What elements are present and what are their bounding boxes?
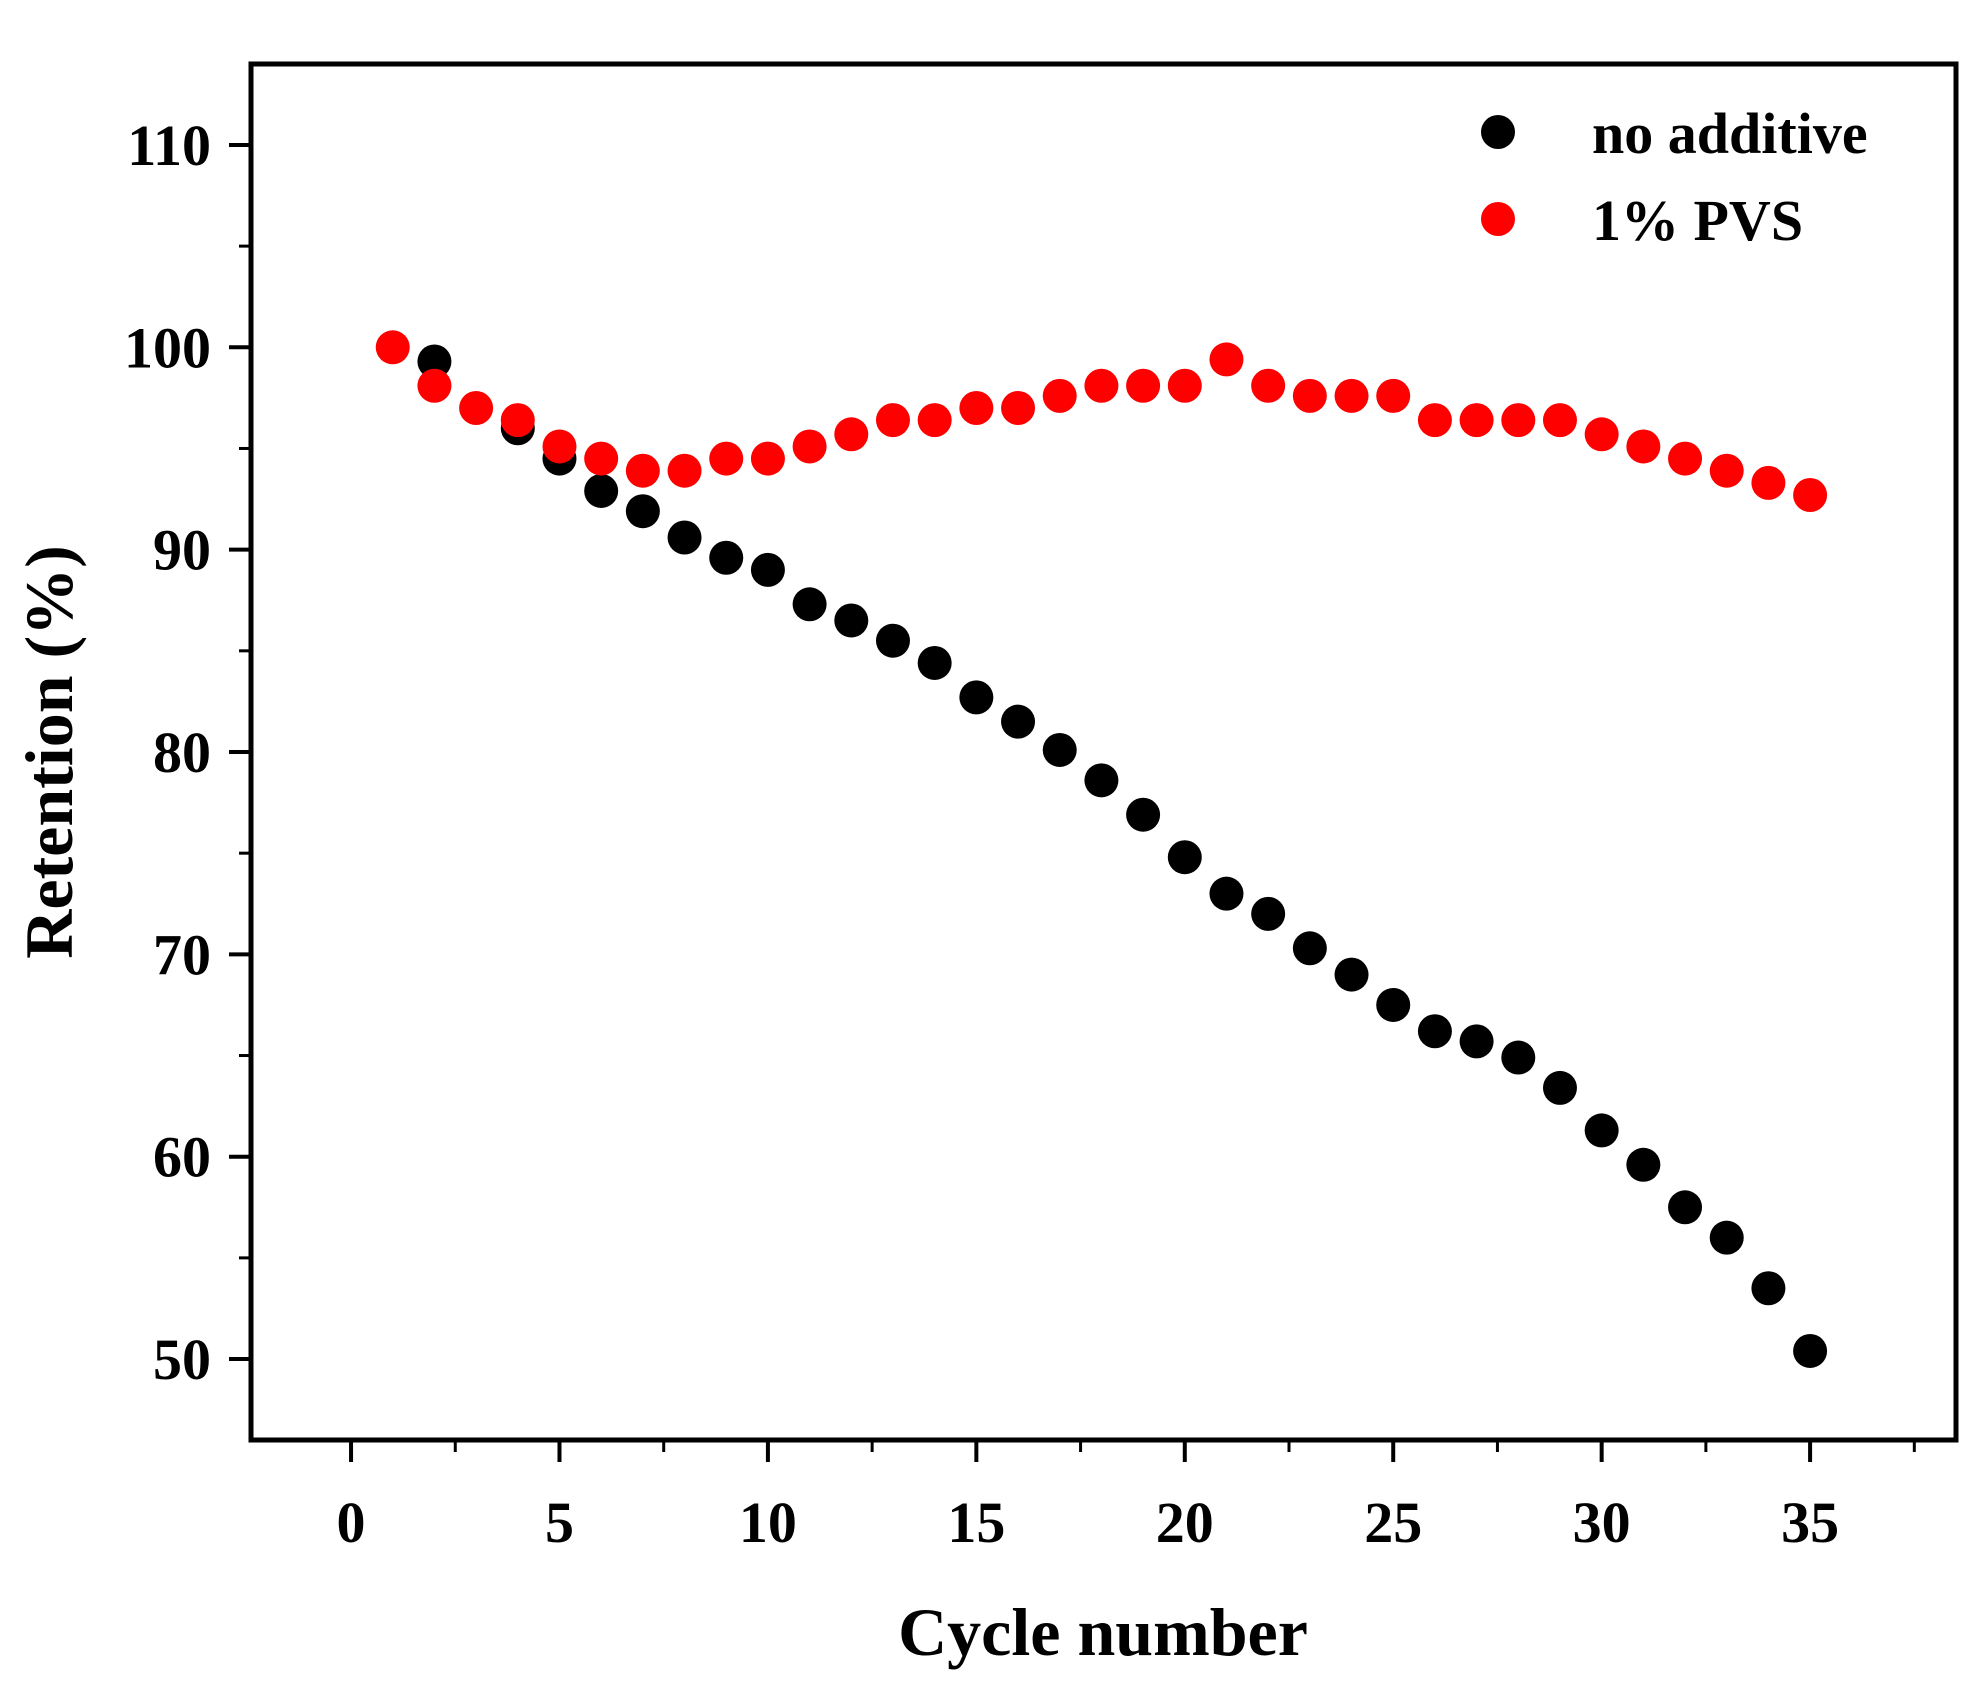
y-tick-label-70: 70	[153, 922, 211, 987]
point-1pct-pvs-28	[1501, 403, 1536, 438]
point-1pct-pvs-29	[1542, 403, 1577, 438]
point-1pct-pvs-30	[1584, 417, 1619, 452]
x-tick-label-0: 0	[337, 1490, 366, 1555]
x-tick-label-5: 5	[545, 1490, 574, 1555]
x-tick-label-15: 15	[947, 1490, 1005, 1555]
x-axis-label: Cycle number	[898, 1594, 1308, 1670]
point-1pct-pvs-32	[1668, 441, 1703, 476]
y-tick-label-50: 50	[153, 1327, 211, 1392]
point-1pct-pvs-14	[917, 403, 952, 438]
point-no-additive-7	[625, 494, 660, 529]
legend-marker-no-additive	[1481, 115, 1515, 149]
x-tick-label-10: 10	[739, 1490, 797, 1555]
point-no-additive-13	[875, 623, 910, 658]
point-1pct-pvs-19	[1126, 368, 1161, 403]
point-1pct-pvs-8	[667, 453, 702, 488]
legend-marker-1pct-pvs	[1481, 202, 1515, 236]
plot-frame	[248, 61, 1959, 1443]
point-1pct-pvs-13	[875, 403, 910, 438]
point-no-additive-20	[1167, 840, 1202, 875]
point-1pct-pvs-34	[1751, 465, 1786, 500]
y-tick-label-110: 110	[127, 113, 211, 178]
y-tick-label-100: 100	[124, 315, 211, 380]
point-1pct-pvs-23	[1292, 378, 1327, 413]
point-no-additive-35	[1793, 1333, 1828, 1368]
point-1pct-pvs-35	[1793, 478, 1828, 513]
point-1pct-pvs-1	[375, 330, 410, 365]
point-no-additive-17	[1042, 732, 1077, 767]
point-no-additive-33	[1709, 1220, 1744, 1255]
y-tick-label-90: 90	[153, 518, 211, 583]
point-1pct-pvs-10	[750, 441, 785, 476]
x-tick-label-25: 25	[1364, 1490, 1422, 1555]
point-no-additive-23	[1292, 931, 1327, 966]
point-1pct-pvs-4	[500, 403, 535, 438]
point-no-additive-28	[1501, 1040, 1536, 1075]
point-no-additive-2	[417, 344, 452, 379]
point-no-additive-27	[1459, 1024, 1494, 1059]
point-1pct-pvs-20	[1167, 368, 1202, 403]
series-1pct-pvs	[375, 330, 1828, 513]
y-tick-label-80: 80	[153, 720, 211, 785]
point-no-additive-18	[1084, 763, 1119, 798]
point-1pct-pvs-31	[1626, 429, 1661, 464]
point-1pct-pvs-21	[1209, 342, 1244, 377]
point-no-additive-24	[1334, 957, 1369, 992]
point-no-additive-19	[1126, 797, 1161, 832]
point-no-additive-12	[834, 603, 869, 638]
point-no-additive-16	[1001, 704, 1036, 739]
point-1pct-pvs-16	[1001, 391, 1036, 425]
y-tick-label-60: 60	[153, 1125, 211, 1190]
point-no-additive-11	[792, 587, 827, 622]
axis-tick-labels: 0 5 10 15 20 25 30 35 50 60 70 80 90 100 110	[124, 113, 1839, 1555]
point-no-additive-10	[750, 552, 785, 587]
point-no-additive-26	[1417, 1014, 1452, 1049]
point-1pct-pvs-12	[834, 417, 869, 452]
point-no-additive-32	[1668, 1190, 1703, 1225]
point-1pct-pvs-7	[625, 453, 660, 488]
point-no-additive-14	[917, 645, 952, 680]
point-no-additive-25	[1376, 987, 1411, 1022]
y-axis-label: Retention (%)	[11, 545, 87, 959]
point-1pct-pvs-3	[459, 391, 494, 425]
x-tick-label-35: 35	[1781, 1490, 1839, 1555]
point-1pct-pvs-27	[1459, 403, 1494, 438]
legend: no additive 1% PVS	[1481, 101, 1868, 253]
point-no-additive-34	[1751, 1271, 1786, 1306]
legend-label-no-additive: no additive	[1592, 101, 1868, 166]
point-no-additive-6	[584, 473, 619, 508]
point-no-additive-22	[1251, 896, 1286, 931]
point-1pct-pvs-22	[1251, 368, 1286, 403]
point-1pct-pvs-18	[1084, 368, 1119, 403]
point-1pct-pvs-2	[417, 368, 452, 403]
x-tick-label-30: 30	[1573, 1490, 1631, 1555]
point-1pct-pvs-5	[542, 429, 577, 464]
point-1pct-pvs-9	[709, 441, 744, 476]
point-1pct-pvs-25	[1376, 378, 1411, 413]
point-no-additive-8	[667, 520, 702, 555]
series-no-additive	[417, 344, 1828, 1368]
point-no-additive-29	[1542, 1070, 1577, 1105]
point-no-additive-30	[1584, 1113, 1619, 1148]
point-1pct-pvs-24	[1334, 378, 1369, 413]
legend-label-1pct-pvs: 1% PVS	[1592, 188, 1803, 253]
point-no-additive-15	[959, 680, 994, 715]
point-no-additive-9	[709, 540, 744, 575]
point-1pct-pvs-26	[1417, 403, 1452, 438]
point-1pct-pvs-11	[792, 429, 827, 464]
point-1pct-pvs-33	[1709, 453, 1744, 488]
point-no-additive-31	[1626, 1147, 1661, 1182]
point-1pct-pvs-17	[1042, 378, 1077, 413]
point-1pct-pvs-15	[959, 391, 994, 425]
point-1pct-pvs-6	[584, 441, 619, 476]
point-no-additive-21	[1209, 876, 1244, 911]
data-points	[375, 330, 1828, 1368]
x-tick-label-20: 20	[1156, 1490, 1214, 1555]
